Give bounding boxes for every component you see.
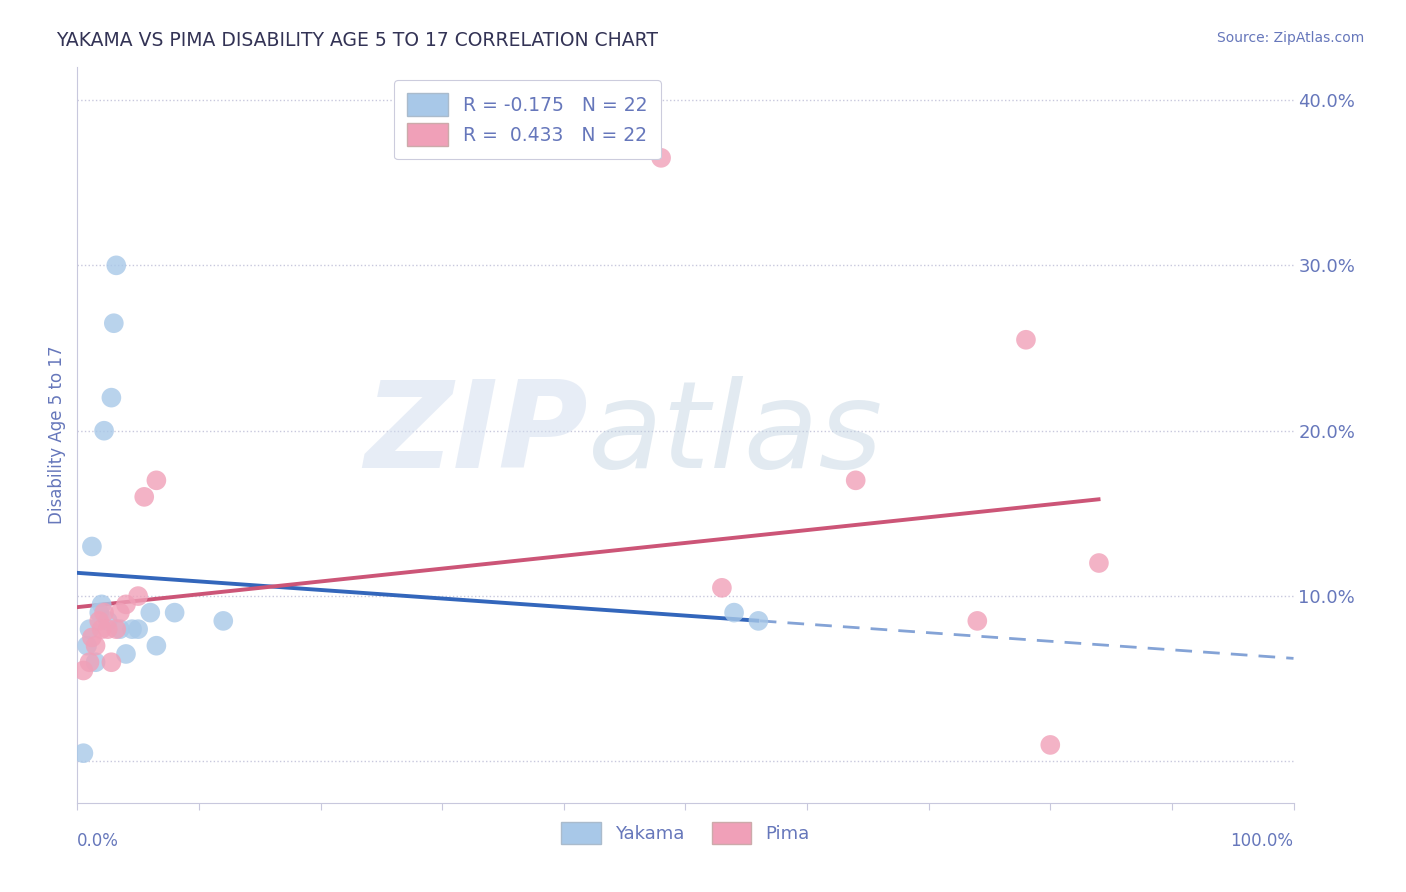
- Point: [89, 614, 111, 628]
- Legend: Yakama, Pima: Yakama, Pima: [548, 809, 823, 856]
- Point: [84, 655, 107, 669]
- Point: [115, 647, 138, 661]
- Point: [100, 391, 122, 405]
- Point: [93, 424, 115, 438]
- Point: [84, 639, 107, 653]
- Point: [72, 664, 94, 678]
- Text: ZIP: ZIP: [364, 376, 588, 493]
- Point: [76, 639, 98, 653]
- Text: Source: ZipAtlas.com: Source: ZipAtlas.com: [1216, 31, 1364, 45]
- Point: [105, 258, 128, 272]
- Point: [89, 606, 111, 620]
- Point: [79, 622, 101, 636]
- Point: [80, 540, 103, 554]
- Point: [1015, 333, 1038, 347]
- Point: [115, 598, 138, 612]
- Text: atlas: atlas: [588, 376, 883, 493]
- Point: [103, 316, 125, 330]
- Point: [139, 606, 162, 620]
- Point: [845, 473, 868, 487]
- Point: [97, 614, 120, 628]
- Point: [72, 746, 94, 760]
- Point: [145, 473, 167, 487]
- Point: [108, 622, 131, 636]
- Point: [127, 589, 149, 603]
- Point: [127, 622, 149, 636]
- Point: [90, 622, 112, 636]
- Point: [100, 655, 122, 669]
- Point: [212, 614, 235, 628]
- Point: [650, 151, 672, 165]
- Point: [747, 614, 769, 628]
- Point: [723, 606, 745, 620]
- Point: [121, 622, 143, 636]
- Point: [1039, 738, 1062, 752]
- Text: 0.0%: 0.0%: [77, 832, 120, 850]
- Text: 100.0%: 100.0%: [1230, 832, 1294, 850]
- Point: [108, 606, 131, 620]
- Y-axis label: Disability Age 5 to 17: Disability Age 5 to 17: [48, 345, 66, 524]
- Point: [710, 581, 733, 595]
- Point: [145, 639, 167, 653]
- Text: YAKAMA VS PIMA DISABILITY AGE 5 TO 17 CORRELATION CHART: YAKAMA VS PIMA DISABILITY AGE 5 TO 17 CO…: [56, 31, 658, 50]
- Point: [97, 622, 120, 636]
- Point: [90, 598, 112, 612]
- Point: [163, 606, 186, 620]
- Point: [80, 631, 103, 645]
- Point: [134, 490, 156, 504]
- Point: [1088, 556, 1111, 570]
- Point: [79, 655, 101, 669]
- Point: [105, 622, 128, 636]
- Point: [966, 614, 988, 628]
- Point: [93, 606, 115, 620]
